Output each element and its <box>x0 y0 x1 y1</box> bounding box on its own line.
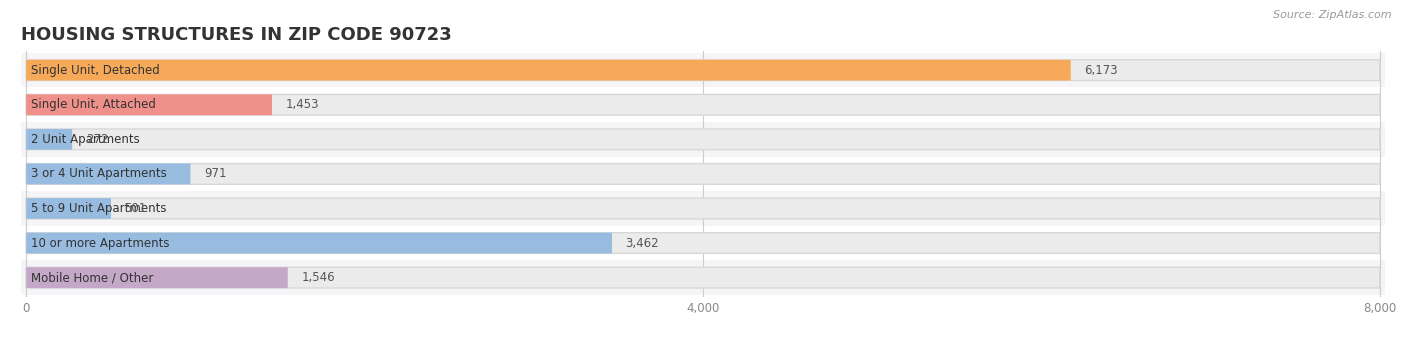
Bar <box>21 122 1385 157</box>
Text: Single Unit, Attached: Single Unit, Attached <box>31 98 156 111</box>
Text: 272: 272 <box>86 133 108 146</box>
Text: 10 or more Apartments: 10 or more Apartments <box>31 237 170 250</box>
FancyBboxPatch shape <box>27 129 1379 150</box>
Text: 5 to 9 Unit Apartments: 5 to 9 Unit Apartments <box>31 202 167 215</box>
Text: 1,453: 1,453 <box>285 98 319 111</box>
FancyBboxPatch shape <box>27 94 1379 115</box>
FancyBboxPatch shape <box>27 233 1379 253</box>
Bar <box>21 87 1385 122</box>
FancyBboxPatch shape <box>27 94 271 115</box>
Text: 501: 501 <box>125 202 146 215</box>
FancyBboxPatch shape <box>27 129 72 150</box>
Bar <box>21 53 1385 87</box>
Text: 2 Unit Apartments: 2 Unit Apartments <box>31 133 141 146</box>
FancyBboxPatch shape <box>27 198 111 219</box>
Text: 3,462: 3,462 <box>626 237 659 250</box>
Bar <box>21 191 1385 226</box>
Text: Source: ZipAtlas.com: Source: ZipAtlas.com <box>1274 10 1392 20</box>
Bar <box>21 261 1385 295</box>
FancyBboxPatch shape <box>27 267 1379 288</box>
FancyBboxPatch shape <box>27 233 612 253</box>
FancyBboxPatch shape <box>27 60 1379 80</box>
Text: 6,173: 6,173 <box>1084 64 1118 77</box>
Text: HOUSING STRUCTURES IN ZIP CODE 90723: HOUSING STRUCTURES IN ZIP CODE 90723 <box>21 26 451 44</box>
Bar <box>21 226 1385 261</box>
FancyBboxPatch shape <box>27 267 288 288</box>
FancyBboxPatch shape <box>27 164 190 184</box>
Text: 1,546: 1,546 <box>301 271 335 284</box>
FancyBboxPatch shape <box>27 60 1071 80</box>
FancyBboxPatch shape <box>27 164 1379 184</box>
Text: Mobile Home / Other: Mobile Home / Other <box>31 271 153 284</box>
Text: 3 or 4 Unit Apartments: 3 or 4 Unit Apartments <box>31 167 167 180</box>
Bar <box>21 157 1385 191</box>
Text: Single Unit, Detached: Single Unit, Detached <box>31 64 160 77</box>
FancyBboxPatch shape <box>27 198 1379 219</box>
Text: 971: 971 <box>204 167 226 180</box>
